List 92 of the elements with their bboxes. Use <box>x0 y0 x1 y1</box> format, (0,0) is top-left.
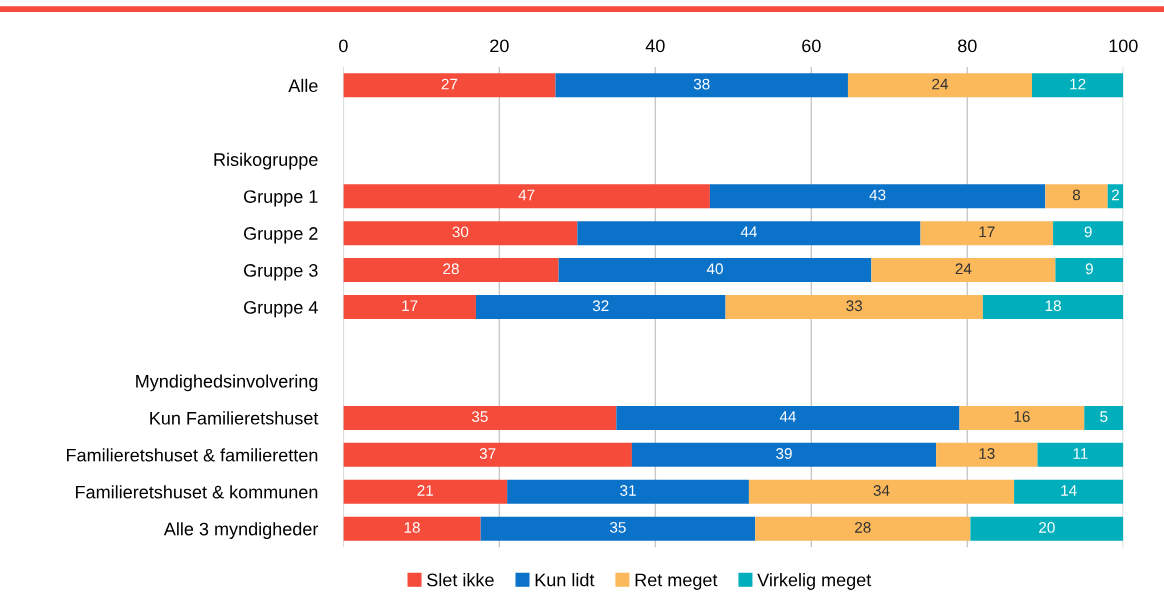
data-label: 24 <box>955 263 972 275</box>
bar <box>1084 405 1124 430</box>
x-tick-label: 80 <box>958 39 977 53</box>
bar <box>343 516 481 541</box>
bar <box>1045 184 1108 209</box>
bar <box>555 73 848 98</box>
y-tick-label: Risikogruppe <box>214 152 318 170</box>
y-tick-label: Kun Familieretshuset <box>150 411 319 425</box>
bar <box>847 73 1033 98</box>
y-tick-label: Gruppe 1 <box>244 190 318 207</box>
bar <box>725 295 983 320</box>
data-label: 14 <box>1061 485 1077 496</box>
data-label: 18 <box>404 522 420 533</box>
bar <box>507 479 749 504</box>
data-label: 20 <box>1039 522 1055 533</box>
data-label: 44 <box>740 226 757 238</box>
x-tick-label: 100 <box>1109 39 1138 53</box>
data-label: 39 <box>776 448 792 459</box>
data-label: 17 <box>979 226 995 238</box>
data-label: 17 <box>402 300 418 311</box>
bar <box>709 184 1046 209</box>
x-tick-label: 20 <box>490 39 509 53</box>
data-label: 9 <box>1084 226 1092 238</box>
bar <box>480 516 756 541</box>
bar <box>936 442 1038 467</box>
bar <box>959 405 1085 430</box>
data-label: 33 <box>846 300 863 312</box>
bar <box>1037 442 1124 467</box>
legend-label: Kun lidt <box>535 573 595 587</box>
bar <box>1032 73 1124 98</box>
data-label: 27 <box>441 78 458 90</box>
bar <box>343 479 508 504</box>
bar <box>558 258 872 283</box>
bar <box>748 479 1015 504</box>
y-tick-label: Gruppe 3 <box>244 264 318 281</box>
y-tick-label: Gruppe 2 <box>244 227 318 244</box>
y-tick-label: Alle 3 myndigheder <box>163 522 319 540</box>
bar <box>1014 479 1124 504</box>
data-label: 35 <box>609 522 626 533</box>
data-label: 21 <box>417 485 434 496</box>
data-label: 13 <box>979 448 995 459</box>
x-tick-label: 0 <box>339 39 348 53</box>
y-tick-label: Familieretshuset & kommunen <box>76 485 318 499</box>
bar <box>343 405 617 430</box>
y-tick-label: Alle <box>288 78 318 93</box>
data-label: 18 <box>1045 300 1061 312</box>
bar <box>343 442 632 467</box>
data-label: 31 <box>620 485 636 496</box>
bar <box>920 221 1054 246</box>
data-label: 38 <box>693 78 710 90</box>
data-label: 34 <box>873 485 890 496</box>
x-tick-label: 40 <box>645 39 665 53</box>
bar <box>755 516 971 541</box>
data-label: 28 <box>443 263 459 275</box>
data-label: 37 <box>479 448 496 459</box>
data-label: 12 <box>1070 78 1086 90</box>
bar <box>343 295 476 320</box>
bar <box>343 184 710 209</box>
bar <box>871 258 1056 283</box>
data-label: 32 <box>592 300 609 312</box>
data-label: 5 <box>1100 411 1108 422</box>
legend-label: Ret meget <box>635 573 718 590</box>
bar <box>343 73 556 98</box>
data-label: 24 <box>932 78 949 90</box>
data-label: 40 <box>706 263 723 275</box>
data-label: 9 <box>1085 263 1093 275</box>
legend-label: Slet ikke <box>427 573 494 587</box>
data-label: 16 <box>1014 411 1030 422</box>
bar <box>1055 258 1124 283</box>
legend-label: Virkelig meget <box>757 573 872 590</box>
data-label: 47 <box>518 189 535 201</box>
data-label: 11 <box>1073 448 1088 459</box>
bar <box>616 405 960 430</box>
data-label: 30 <box>452 226 469 238</box>
data-label: 28 <box>855 522 871 533</box>
bar <box>1053 221 1124 246</box>
data-label: 44 <box>779 411 796 422</box>
bar <box>475 295 726 320</box>
bar <box>982 295 1124 320</box>
y-tick-label: Familieretshuset & familieretten <box>67 448 318 462</box>
data-label: 43 <box>869 189 886 201</box>
data-label: 8 <box>1072 189 1081 201</box>
bar <box>631 442 937 467</box>
bar <box>577 221 921 246</box>
bar <box>970 516 1124 541</box>
bar <box>343 258 559 283</box>
x-tick-label: 60 <box>802 39 821 53</box>
data-label: 2 <box>1111 189 1119 201</box>
y-tick-label: Gruppe 4 <box>244 300 318 318</box>
y-tick-label: Myndighedsinvolvering <box>136 374 318 392</box>
data-label: 35 <box>471 411 488 422</box>
bar <box>343 221 578 246</box>
